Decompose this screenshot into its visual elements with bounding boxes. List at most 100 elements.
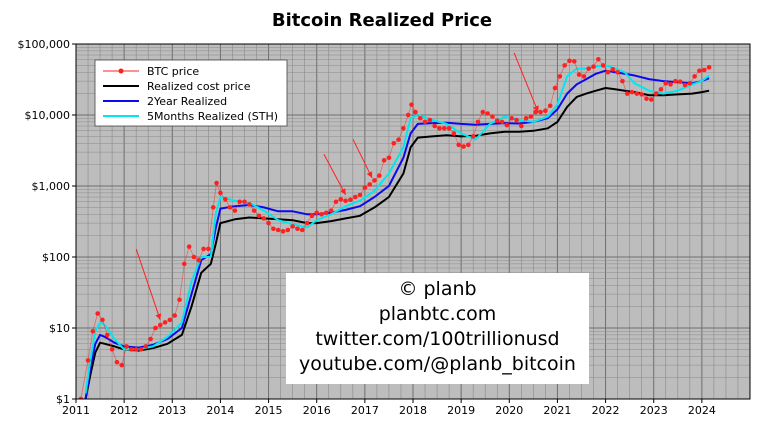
data-point-btc-price: [475, 119, 481, 125]
x-tick-label: 2021: [543, 404, 571, 417]
data-point-btc-price: [543, 108, 548, 113]
data-point-btc-price: [701, 67, 707, 73]
data-point-btc-price: [706, 64, 712, 70]
data-point-btc-price: [509, 115, 514, 121]
data-point-btc-price: [129, 347, 134, 352]
data-point-btc-price: [620, 78, 625, 84]
data-point-btc-price: [381, 158, 387, 163]
data-point-btc-price: [391, 140, 397, 146]
data-point-btc-price: [576, 72, 582, 77]
data-point-btc-price: [663, 80, 669, 86]
data-point-btc-price: [78, 396, 84, 399]
data-point-btc-price: [319, 211, 324, 217]
data-point-btc-price: [333, 199, 339, 205]
data-point-btc-price: [177, 297, 182, 303]
data-point-btc-price: [90, 328, 96, 334]
data-point-btc-price: [600, 63, 606, 68]
data-point-btc-price: [615, 69, 620, 75]
data-point-btc-price: [367, 182, 372, 187]
data-point-btc-price: [514, 117, 519, 123]
legend-label: Realized cost price: [147, 80, 251, 93]
x-tick-label: 2017: [351, 404, 379, 417]
data-point-btc-price: [372, 178, 377, 183]
watermark-line: youtube.com/@planb_bitcoin: [299, 353, 576, 375]
data-point-btc-price: [109, 347, 115, 352]
data-point-btc-price: [409, 102, 414, 107]
data-point-btc-price: [218, 190, 223, 196]
legend-label: BTC price: [147, 65, 199, 78]
data-point-btc-price: [232, 208, 238, 213]
data-point-btc-price: [490, 114, 495, 119]
data-point-btc-price: [644, 96, 649, 101]
data-point-btc-price: [697, 68, 702, 74]
data-point-btc-price: [653, 91, 659, 96]
legend: BTC price Realized cost price 2Year Realiz…: [94, 59, 288, 127]
data-point-btc-price: [485, 111, 490, 116]
data-point-btc-price: [210, 205, 216, 210]
watermark-line: © planb: [398, 278, 476, 300]
data-point-btc-price: [261, 216, 267, 221]
y-tick-label: $100,000: [18, 38, 71, 51]
data-point-btc-price: [348, 197, 353, 203]
x-tick-label: 2014: [206, 404, 234, 417]
data-point-btc-price: [299, 227, 305, 233]
series-line-realized-cost-price: [84, 87, 710, 399]
x-tick-label: 2016: [303, 404, 331, 417]
data-point-btc-price: [148, 336, 153, 342]
series-group: [78, 56, 712, 399]
data-point-btc-price: [571, 59, 577, 64]
data-point-btc-price: [586, 66, 592, 71]
data-point-btc-price: [138, 347, 144, 352]
data-point-btc-price: [596, 56, 601, 62]
x-tick-label: 2019: [447, 404, 475, 417]
data-point-btc-price: [668, 82, 673, 87]
data-point-btc-price: [386, 155, 392, 161]
data-point-btc-price: [687, 80, 693, 86]
x-tick-label: 2018: [399, 404, 427, 417]
data-point-btc-price: [153, 325, 158, 331]
data-point-btc-price: [504, 122, 510, 128]
data-point-btc-price: [324, 210, 329, 216]
data-point-btc-price: [124, 344, 129, 349]
data-point-btc-price: [377, 173, 382, 178]
x-tick-label: 2015: [255, 404, 283, 417]
data-point-btc-price: [275, 227, 281, 233]
data-point-btc-price: [624, 91, 630, 96]
data-point-btc-price: [143, 344, 149, 349]
data-point-btc-price: [658, 87, 664, 92]
data-point-btc-price: [494, 118, 500, 124]
data-point-btc-price: [682, 82, 688, 88]
data-point-btc-price: [405, 112, 411, 118]
annotation-arrow: [135, 248, 162, 321]
data-point-btc-price: [271, 226, 276, 232]
data-point-btc-price: [100, 317, 105, 323]
data-point-btc-price: [290, 224, 295, 229]
data-point-btc-price: [417, 115, 423, 121]
x-tick-label: 2022: [592, 404, 620, 417]
data-point-btc-price: [304, 220, 310, 226]
watermark-background: [286, 273, 589, 384]
data-point-btc-price: [85, 358, 91, 363]
data-point-btc-price: [362, 185, 368, 190]
data-point-btc-price: [519, 123, 524, 129]
x-tick-label: 2013: [158, 404, 186, 417]
legend-swatch-dot: [118, 68, 124, 74]
data-point-btc-price: [338, 196, 344, 202]
data-point-btc-price: [280, 229, 286, 234]
data-point-btc-price: [104, 332, 110, 338]
data-point-btc-price: [133, 347, 139, 352]
series-line-5months-realized-sth: [84, 64, 710, 394]
data-point-btc-price: [466, 142, 471, 148]
chart-title: Bitcoin Realized Price: [272, 10, 492, 31]
data-point-btc-price: [413, 109, 418, 115]
data-point-btc-price: [285, 227, 291, 233]
data-point-btc-price: [357, 192, 363, 198]
watermark-line: planbtc.com: [379, 303, 497, 325]
data-point-btc-price: [610, 67, 616, 72]
data-point-btc-price: [499, 119, 505, 125]
axes: 2011 2012 2013 2014 2015 2016 2017 2018 2019 2020…: [18, 38, 751, 417]
y-tick-label: $10: [49, 322, 70, 335]
data-point-btc-price: [162, 320, 168, 325]
data-point-btc-price: [446, 125, 452, 131]
